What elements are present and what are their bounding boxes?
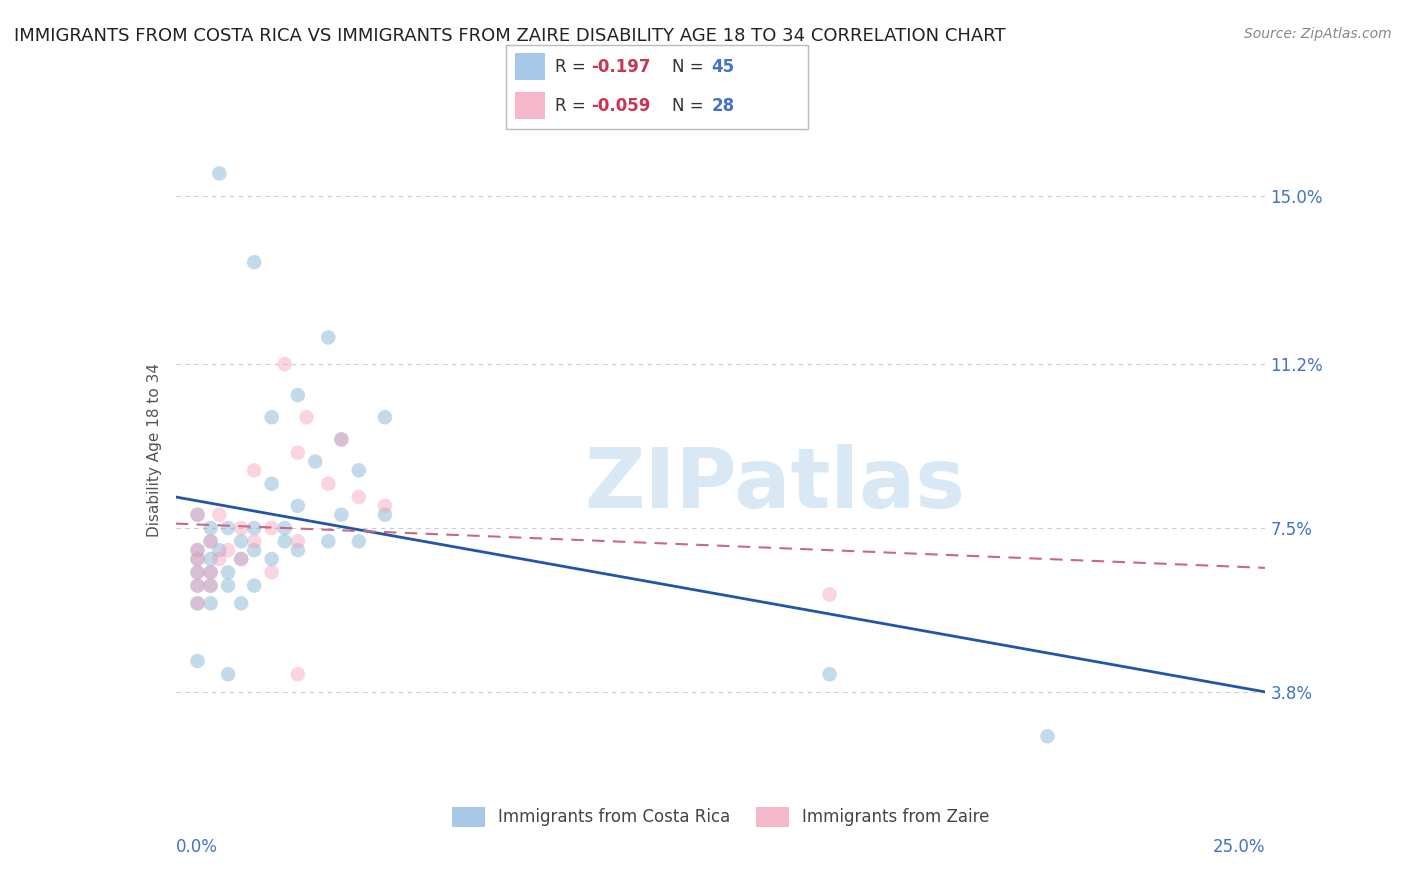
Text: ZIPatlas: ZIPatlas bbox=[585, 444, 966, 525]
Point bbox=[287, 667, 309, 681]
Point bbox=[304, 454, 326, 468]
Point bbox=[231, 521, 253, 535]
Point bbox=[260, 476, 283, 491]
Text: -0.197: -0.197 bbox=[591, 58, 651, 76]
Point bbox=[260, 521, 283, 535]
Point bbox=[818, 667, 841, 681]
Point bbox=[231, 534, 253, 549]
Point bbox=[818, 587, 841, 601]
Point bbox=[200, 596, 222, 610]
Legend: Immigrants from Costa Rica, Immigrants from Zaire: Immigrants from Costa Rica, Immigrants f… bbox=[444, 800, 997, 834]
Bar bbox=[515, 92, 546, 120]
Point bbox=[200, 534, 222, 549]
Point bbox=[186, 579, 209, 593]
Point bbox=[243, 463, 266, 477]
Point bbox=[186, 596, 209, 610]
Point bbox=[274, 521, 297, 535]
Point bbox=[287, 388, 309, 402]
Bar bbox=[515, 54, 546, 80]
Text: 45: 45 bbox=[711, 58, 735, 76]
Point bbox=[243, 534, 266, 549]
Point bbox=[1036, 729, 1059, 743]
Point bbox=[318, 534, 340, 549]
Text: 28: 28 bbox=[711, 96, 735, 114]
Point bbox=[186, 508, 209, 522]
Point bbox=[287, 543, 309, 558]
Text: IMMIGRANTS FROM COSTA RICA VS IMMIGRANTS FROM ZAIRE DISABILITY AGE 18 TO 34 CORR: IMMIGRANTS FROM COSTA RICA VS IMMIGRANTS… bbox=[14, 27, 1005, 45]
Point bbox=[243, 543, 266, 558]
Point bbox=[374, 499, 396, 513]
Point bbox=[200, 579, 222, 593]
Point bbox=[287, 445, 309, 459]
Point bbox=[243, 579, 266, 593]
Text: R =: R = bbox=[554, 58, 591, 76]
Point bbox=[330, 508, 353, 522]
Point bbox=[217, 667, 239, 681]
Point bbox=[287, 499, 309, 513]
Point bbox=[208, 167, 231, 181]
Point bbox=[318, 476, 340, 491]
Text: 0.0%: 0.0% bbox=[176, 838, 218, 856]
Point bbox=[200, 521, 222, 535]
Point bbox=[260, 566, 283, 580]
Point bbox=[208, 552, 231, 566]
Point bbox=[231, 552, 253, 566]
Point bbox=[295, 410, 318, 425]
Text: 25.0%: 25.0% bbox=[1213, 838, 1265, 856]
Y-axis label: Disability Age 18 to 34: Disability Age 18 to 34 bbox=[146, 363, 162, 538]
Point bbox=[347, 534, 370, 549]
Point bbox=[231, 552, 253, 566]
Point bbox=[347, 490, 370, 504]
Point bbox=[217, 543, 239, 558]
Point bbox=[260, 552, 283, 566]
Point bbox=[318, 330, 340, 344]
Point bbox=[186, 566, 209, 580]
Point bbox=[186, 552, 209, 566]
Point bbox=[200, 552, 222, 566]
Point bbox=[217, 566, 239, 580]
Text: Source: ZipAtlas.com: Source: ZipAtlas.com bbox=[1244, 27, 1392, 41]
Point bbox=[186, 579, 209, 593]
Point bbox=[243, 521, 266, 535]
Point bbox=[200, 566, 222, 580]
Point bbox=[231, 596, 253, 610]
Point bbox=[208, 543, 231, 558]
Text: -0.059: -0.059 bbox=[591, 96, 650, 114]
Point bbox=[200, 579, 222, 593]
Point bbox=[200, 534, 222, 549]
Point bbox=[217, 521, 239, 535]
Point bbox=[186, 596, 209, 610]
Point bbox=[374, 508, 396, 522]
Text: N =: N = bbox=[672, 96, 709, 114]
Point bbox=[347, 463, 370, 477]
Point bbox=[186, 552, 209, 566]
FancyBboxPatch shape bbox=[506, 45, 808, 129]
Point bbox=[287, 534, 309, 549]
Point bbox=[186, 654, 209, 668]
Point bbox=[243, 255, 266, 269]
Text: R =: R = bbox=[554, 96, 591, 114]
Point bbox=[274, 534, 297, 549]
Point bbox=[186, 543, 209, 558]
Point bbox=[186, 543, 209, 558]
Point bbox=[217, 579, 239, 593]
Point bbox=[186, 508, 209, 522]
Point bbox=[186, 566, 209, 580]
Point bbox=[274, 357, 297, 371]
Point bbox=[330, 433, 353, 447]
Point bbox=[208, 508, 231, 522]
Text: N =: N = bbox=[672, 58, 709, 76]
Point bbox=[374, 410, 396, 425]
Point bbox=[200, 566, 222, 580]
Point bbox=[260, 410, 283, 425]
Point bbox=[330, 433, 353, 447]
